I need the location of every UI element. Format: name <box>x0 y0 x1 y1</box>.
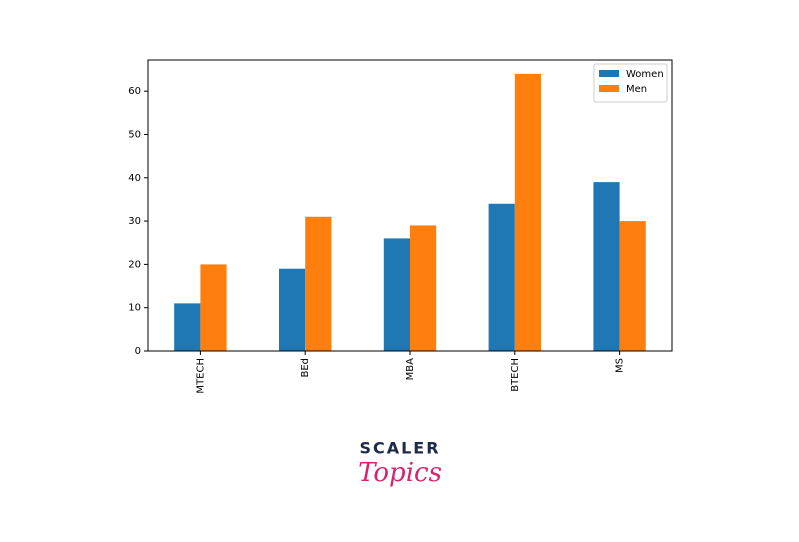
y-tick-label: 0 <box>135 346 141 357</box>
legend-label: Men <box>626 84 647 95</box>
legend-swatch <box>599 85 619 92</box>
bar <box>279 268 306 351</box>
bar <box>305 216 332 351</box>
x-tick-label: MBA <box>405 358 416 380</box>
bar <box>593 182 620 351</box>
y-tick-label: 50 <box>128 129 141 140</box>
logo-bottom: Topics <box>358 458 442 488</box>
axes-frame <box>147 59 673 352</box>
y-tick-label: 40 <box>128 173 141 184</box>
y-tick-label: 60 <box>128 86 141 97</box>
x-tick-label: MTECH <box>195 358 206 394</box>
bar <box>410 225 437 351</box>
x-tick-label: BEd <box>300 358 311 378</box>
bar <box>619 221 646 351</box>
bar <box>200 264 227 351</box>
x-tick-label: MS <box>615 358 626 373</box>
y-tick-label: 30 <box>128 216 141 227</box>
y-tick-label: 10 <box>128 303 141 314</box>
legend-swatch <box>599 70 619 77</box>
bar <box>488 203 515 351</box>
legend-label: Women <box>626 69 664 80</box>
bar <box>383 238 410 351</box>
x-tick-label: BTECH <box>510 358 521 392</box>
y-tick-label: 20 <box>128 259 141 270</box>
bar <box>174 303 201 351</box>
bar <box>514 73 541 351</box>
logo-top: SCALER <box>359 439 440 458</box>
